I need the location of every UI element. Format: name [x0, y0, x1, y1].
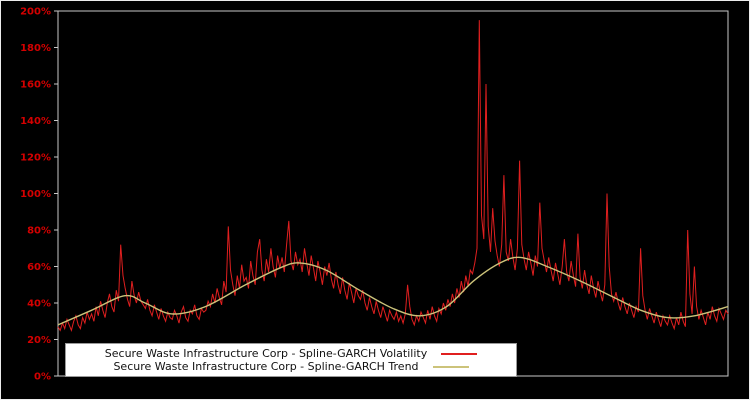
- y-tick-label: 0%: [34, 372, 51, 383]
- trend-line: [57, 256, 729, 326]
- y-tick-label: 60%: [27, 262, 51, 273]
- plot-frame: [57, 10, 729, 377]
- y-tick-label: 120%: [20, 153, 51, 164]
- legend-line-sample: [441, 352, 478, 355]
- y-tick-label: 80%: [27, 226, 51, 237]
- y-tick-label: 140%: [20, 116, 51, 127]
- y-tick-label: 160%: [20, 80, 51, 91]
- y-tick-label: 200%: [20, 7, 51, 18]
- volatility-line: [57, 20, 729, 333]
- legend: Secure Waste Infrastructure Corp - Splin…: [65, 343, 517, 377]
- y-tick-label: 40%: [27, 299, 51, 310]
- y-tick-label: 180%: [20, 43, 51, 54]
- legend-row: Secure Waste Infrastructure Corp - Splin…: [74, 360, 508, 373]
- y-tick-label: 20%: [27, 335, 51, 346]
- legend-label: Secure Waste Infrastructure Corp - Splin…: [113, 360, 419, 373]
- legend-label: Secure Waste Infrastructure Corp - Splin…: [104, 347, 428, 360]
- legend-line-sample: [432, 365, 469, 368]
- legend-row: Secure Waste Infrastructure Corp - Splin…: [74, 347, 508, 360]
- y-tick-label: 100%: [20, 189, 51, 200]
